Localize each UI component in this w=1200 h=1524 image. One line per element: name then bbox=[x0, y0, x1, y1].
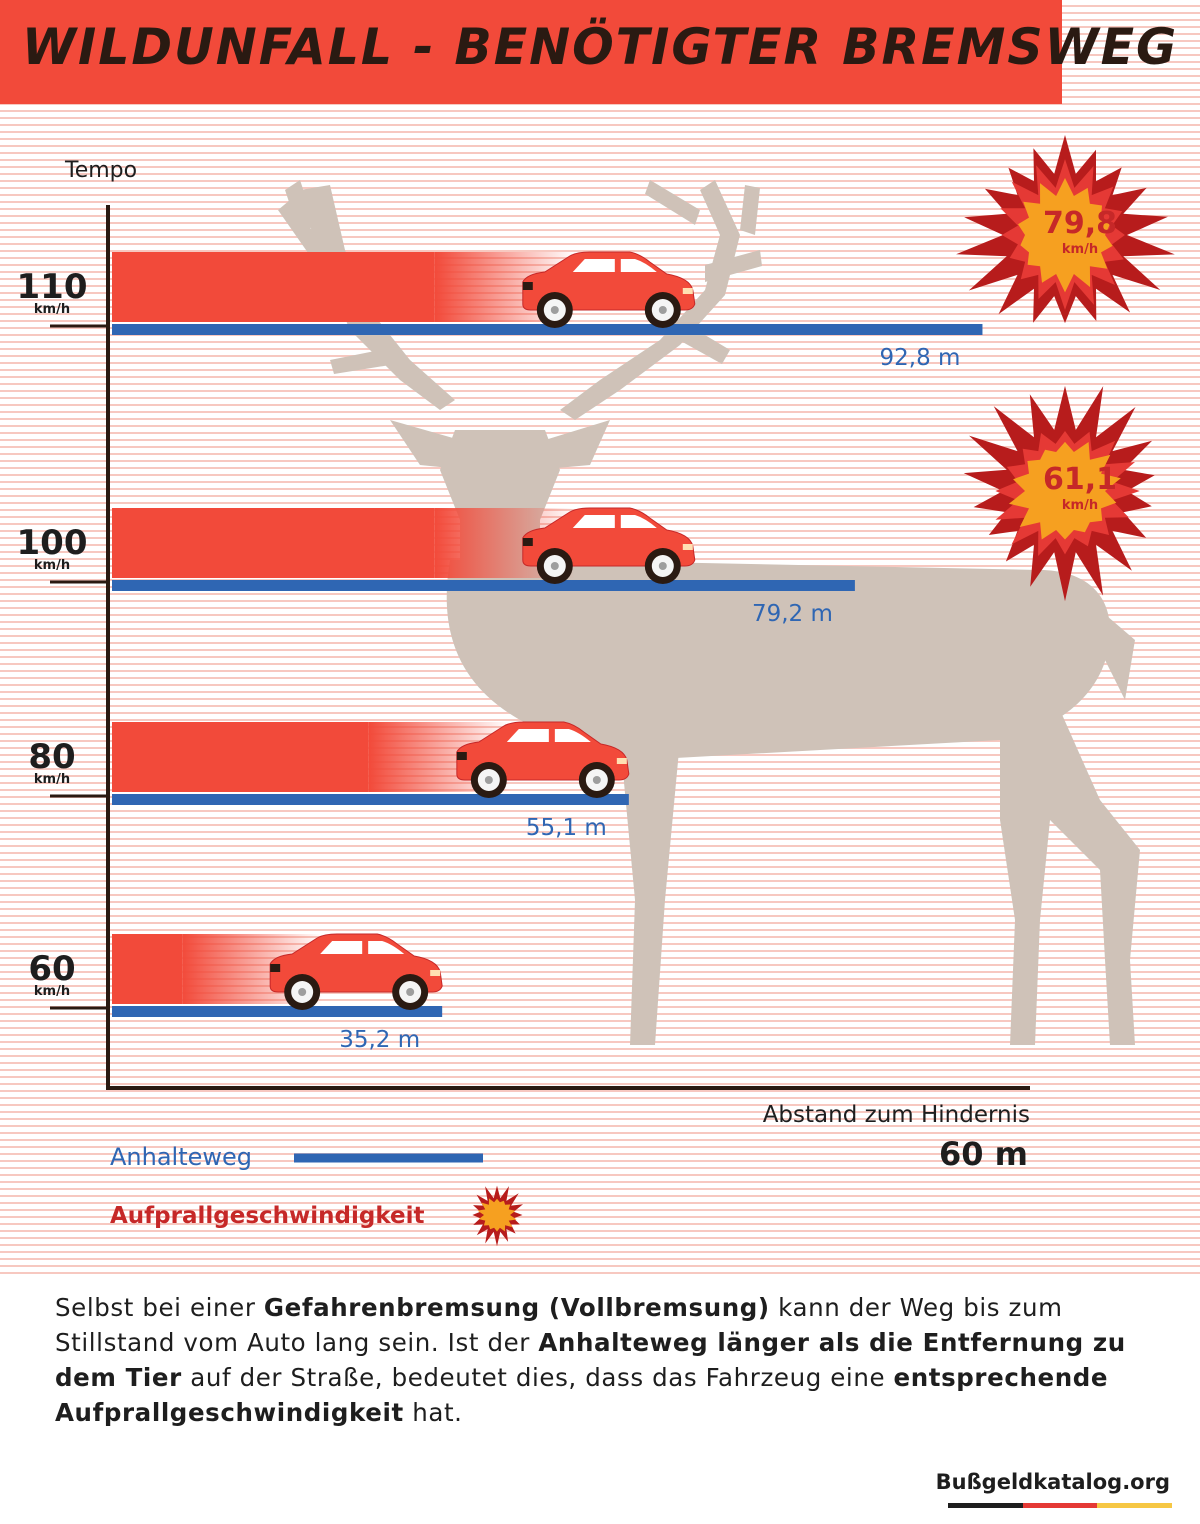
speed-tick-label: 60 bbox=[28, 949, 75, 989]
stopping-distance-line bbox=[112, 580, 855, 591]
impact-burst-icon bbox=[956, 135, 1175, 324]
x-axis-label: Abstand zum Hindernis bbox=[763, 1102, 1030, 1128]
flag-stripe bbox=[948, 1503, 1173, 1508]
stopping-distance-line bbox=[112, 1006, 443, 1017]
speed-unit-label: km/h bbox=[34, 558, 70, 573]
speed-unit-label: km/h bbox=[34, 302, 70, 317]
speed-bar bbox=[112, 934, 183, 1004]
y-axis-label: Tempo bbox=[64, 158, 137, 183]
stopping-distance-label: 92,8 m bbox=[880, 345, 961, 371]
speed-bar bbox=[112, 722, 369, 792]
stopping-distance-line bbox=[112, 324, 983, 335]
speed-unit-label: km/h bbox=[34, 772, 70, 787]
speed-tick-label: 80 bbox=[28, 737, 75, 777]
car-icon bbox=[522, 251, 696, 328]
stopping-distance-label: 79,2 m bbox=[752, 601, 833, 627]
car-icon bbox=[522, 507, 696, 584]
speed-unit-label: km/h bbox=[34, 984, 70, 999]
impact-burst-icon bbox=[963, 385, 1155, 602]
legend-label-anhalteweg: Anhalteweg bbox=[110, 1143, 252, 1171]
impact-speed-label: 61,1 bbox=[1043, 462, 1117, 497]
speed-bar bbox=[112, 508, 435, 578]
chart: Tempo Abstand zum Hindernis 60 m 110km/h… bbox=[17, 135, 1175, 1247]
caption-bold-3: entsprechende Aufprallgeschwindigkeit bbox=[55, 1363, 1109, 1427]
caption-text-1: Selbst bei einer bbox=[55, 1293, 264, 1322]
caption-bold-2: Anhalteweg länger als die Entfernung zu … bbox=[55, 1328, 1126, 1392]
caption-paragraph: Selbst bei einer Gefahrenbremsung (Vollb… bbox=[55, 1290, 1155, 1430]
speed-tick-label: 100 bbox=[17, 523, 88, 563]
legend-label-aufprall: Aufprallgeschwindigkeit bbox=[110, 1203, 425, 1229]
chart-title: WILDUNFALL - BENÖTIGTER BREMSWEG bbox=[22, 18, 1179, 76]
stopping-distance-label: 35,2 m bbox=[339, 1027, 420, 1053]
impact-speed-label: 79,8 bbox=[1043, 206, 1117, 241]
obstacle-distance-label: 60 m bbox=[939, 1135, 1028, 1173]
speed-tick-label: 110 bbox=[17, 267, 88, 307]
car-icon bbox=[269, 933, 443, 1010]
caption-bold-1: Gefahrenbremsung (Vollbremsung) bbox=[263, 1293, 770, 1322]
stopping-distance-label: 55,1 m bbox=[526, 815, 607, 841]
impact-unit-label: km/h bbox=[1062, 498, 1098, 513]
legend-swatch-aufprall-icon bbox=[472, 1185, 523, 1247]
speed-bar bbox=[112, 252, 435, 322]
impact-unit-label: km/h bbox=[1062, 242, 1098, 257]
caption-text-2: kann der Weg bis zum Stillstand vom Auto… bbox=[55, 1293, 1063, 1357]
caption-text-4: hat. bbox=[403, 1398, 463, 1427]
source-credit: Bußgeldkatalog.org bbox=[935, 1470, 1170, 1494]
stopping-distance-line bbox=[112, 794, 629, 805]
car-icon bbox=[456, 721, 630, 798]
caption-text-3: auf der Straße, bedeutet dies, dass das … bbox=[181, 1363, 894, 1392]
title-banner: WILDUNFALL - BENÖTIGTER BREMSWEG bbox=[0, 0, 1176, 104]
